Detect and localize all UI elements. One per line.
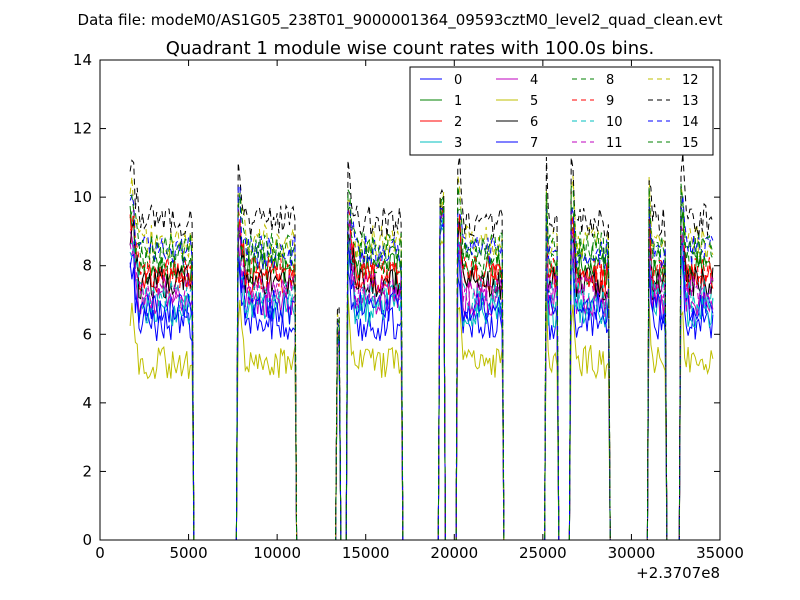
data-file-label: Data file: modeM0/AS1G05_238T01_90000013… bbox=[78, 11, 723, 30]
y-tick-label: 2 bbox=[82, 462, 92, 480]
series-layer bbox=[129, 153, 714, 540]
legend-label-10: 10 bbox=[606, 115, 623, 130]
legend-label-5: 5 bbox=[530, 94, 538, 109]
legend-label-7: 7 bbox=[530, 136, 538, 151]
legend-label-8: 8 bbox=[606, 73, 614, 88]
legend-label-13: 13 bbox=[682, 94, 699, 109]
series-line-0 bbox=[129, 223, 714, 540]
series-line-5 bbox=[129, 239, 714, 540]
y-tick-label: 8 bbox=[82, 257, 92, 275]
legend-label-12: 12 bbox=[682, 73, 699, 88]
x-tick-label: 10000 bbox=[253, 544, 301, 562]
x-tick-label: 25000 bbox=[519, 544, 567, 562]
legend-label-15: 15 bbox=[682, 136, 699, 151]
y-tick-label: 6 bbox=[82, 325, 92, 343]
legend-box bbox=[409, 66, 714, 156]
legend-label-1: 1 bbox=[454, 94, 462, 109]
legend-label-3: 3 bbox=[454, 136, 462, 151]
legend-label-14: 14 bbox=[682, 115, 699, 130]
y-tick-label: 14 bbox=[73, 51, 92, 69]
x-tick-label: 30000 bbox=[608, 544, 656, 562]
legend-label-2: 2 bbox=[454, 115, 462, 130]
series-line-12 bbox=[129, 175, 714, 540]
series-line-4 bbox=[129, 212, 714, 540]
x-tick-label: 15000 bbox=[342, 544, 390, 562]
x-tick-label: 0 bbox=[95, 544, 105, 562]
legend-label-11: 11 bbox=[606, 136, 623, 151]
series-line-14 bbox=[129, 184, 714, 540]
series-line-1 bbox=[129, 202, 714, 540]
chart-title: Quadrant 1 module wise count rates with … bbox=[166, 38, 655, 59]
x-tick-label: 5000 bbox=[169, 544, 207, 562]
legend-label-9: 9 bbox=[606, 94, 614, 109]
series-line-3 bbox=[130, 222, 714, 540]
y-tick-label: 10 bbox=[73, 188, 92, 206]
series-line-8 bbox=[129, 192, 714, 540]
series-line-2 bbox=[129, 208, 714, 540]
y-tick-label: 12 bbox=[73, 120, 92, 138]
x-tick-label: 20000 bbox=[430, 544, 478, 562]
x-offset-label: +2.3707e8 bbox=[636, 564, 720, 582]
series-line-10 bbox=[129, 210, 714, 540]
legend-label-0: 0 bbox=[454, 73, 462, 88]
series-line-6 bbox=[129, 205, 714, 540]
series-line-13 bbox=[129, 153, 714, 540]
series-line-9 bbox=[130, 204, 714, 540]
series-line-15 bbox=[129, 183, 714, 540]
x-tick-label: 35000 bbox=[696, 544, 744, 562]
legend-label-6: 6 bbox=[530, 115, 538, 130]
y-tick-label: 4 bbox=[82, 394, 92, 412]
series-line-7 bbox=[129, 216, 714, 540]
legend-label-4: 4 bbox=[530, 73, 538, 88]
series-line-11 bbox=[129, 207, 714, 540]
plot-frame bbox=[99, 59, 721, 541]
y-tick-label: 0 bbox=[82, 531, 92, 549]
x-axis: 0 5000 10000 15000 20000 25000 30000 35000 bbox=[95, 60, 744, 562]
